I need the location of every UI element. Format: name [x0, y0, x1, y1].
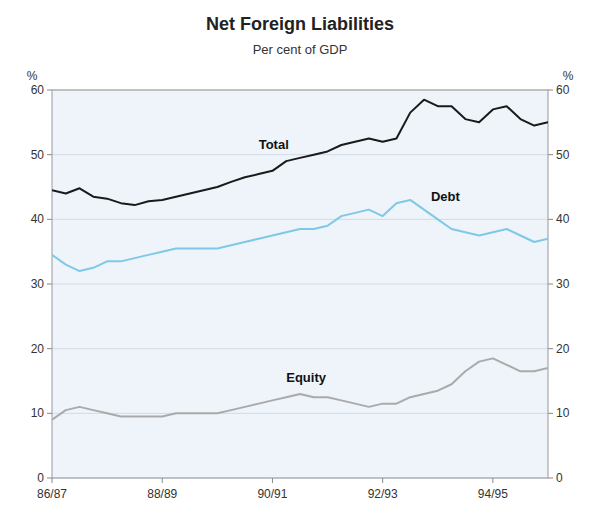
x-tick [382, 478, 383, 483]
grid-line [52, 219, 548, 220]
y2-tick [548, 154, 553, 155]
y2-tick-label: 50 [556, 148, 570, 162]
line: Total [52, 100, 548, 205]
grid-line [52, 154, 548, 155]
plot-frame [52, 90, 548, 478]
y-tick [47, 478, 52, 479]
x-tick [272, 478, 273, 483]
y2-tick [548, 284, 553, 285]
y2-tick-label: 0 [556, 471, 563, 485]
y-tick [47, 413, 52, 414]
y-tick-label: 30 [31, 277, 45, 291]
y-tick [47, 219, 52, 220]
y-tick-label: 10 [31, 406, 45, 420]
y2-tick-label: 30 [556, 277, 570, 291]
y2-tick [548, 478, 553, 479]
chart: Net Foreign Liabilities Per cent of GDP 0 1… [0, 0, 600, 522]
x-tick-label: 90/91 [257, 487, 287, 501]
y-tick [47, 154, 52, 155]
x-tick [52, 478, 53, 483]
y2-axis-label: % [563, 69, 574, 83]
y-tick [47, 284, 52, 285]
grid-line [52, 348, 548, 349]
y2-tick [548, 90, 553, 91]
y-tick [47, 90, 52, 91]
grid [52, 90, 548, 478]
y-axis-label: % [27, 69, 38, 83]
line: Debt [52, 200, 548, 271]
x-tick [162, 478, 163, 483]
y2-tick [548, 219, 553, 220]
y2-tick [548, 348, 553, 349]
lines: Total Debt Equity [52, 100, 548, 420]
subtitle: Per cent of GDP [253, 42, 348, 57]
annotation: Equity [286, 370, 326, 385]
y2-tick-label: 20 [556, 342, 570, 356]
y-tick-label: 60 [31, 83, 45, 97]
x-tick-label: 92/93 [368, 487, 398, 501]
annotation: Total [259, 137, 289, 152]
line: Equity [52, 358, 548, 419]
title: Net Foreign Liabilities [206, 14, 394, 34]
y-tick-label: 50 [31, 148, 45, 162]
y-tick [47, 348, 52, 349]
annotation: Debt [431, 189, 461, 204]
x-tick [492, 478, 493, 483]
y-tick-label: 0 [37, 471, 44, 485]
y2-tick-label: 40 [556, 212, 570, 226]
y2-tick-label: 10 [556, 406, 570, 420]
y-tick-label: 40 [31, 212, 45, 226]
x-tick-label: 94/95 [478, 487, 508, 501]
y2-tick [548, 413, 553, 414]
x-tick-label: 88/89 [147, 487, 177, 501]
grid-line [52, 284, 548, 285]
plot-background [52, 90, 548, 478]
grid-line [52, 413, 548, 414]
y-tick-label: 20 [31, 342, 45, 356]
y2-tick-label: 60 [556, 83, 570, 97]
x-tick-label: 86/87 [37, 487, 67, 501]
